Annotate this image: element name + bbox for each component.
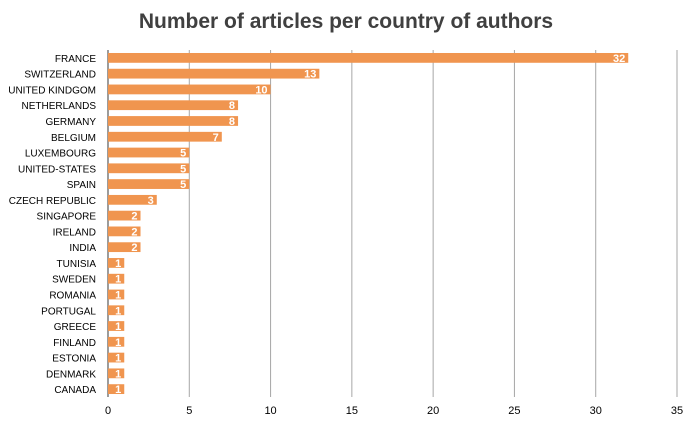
category-label: SWITZERLAND — [24, 70, 96, 81]
x-tick-label: 20 — [427, 405, 439, 417]
category-label: FRANCE — [55, 54, 96, 65]
data-label: 2 — [131, 211, 137, 223]
data-label: 1 — [115, 305, 121, 317]
category-label: NETHERLANDS — [22, 101, 97, 112]
data-label: 5 — [180, 148, 186, 160]
category-label: UNITED KINDGOM — [8, 85, 96, 96]
category-label: INDIA — [69, 243, 96, 254]
bar — [108, 273, 125, 284]
bar — [108, 226, 141, 237]
x-tick-labels: 0 5 10 15 20 25 30 35 — [105, 405, 683, 417]
data-label: 5 — [180, 179, 186, 191]
bar — [108, 52, 629, 63]
x-tick-label: 15 — [346, 405, 358, 417]
data-label: 10 — [255, 84, 267, 96]
category-label: GREECE — [54, 322, 97, 333]
data-label: 1 — [115, 258, 121, 270]
chart-title: Number of articles per country of author… — [139, 10, 553, 33]
data-label: 1 — [115, 274, 121, 286]
data-label: 1 — [115, 321, 121, 333]
bar — [108, 384, 125, 395]
category-label: TUNISIA — [57, 259, 97, 270]
data-label: 32 — [613, 53, 625, 65]
data-label: 8 — [229, 100, 235, 112]
x-tick-label: 10 — [264, 405, 276, 417]
x-tick-label: 0 — [105, 405, 111, 417]
data-label: 1 — [115, 384, 121, 396]
data-label: 8 — [229, 116, 235, 128]
data-label: 13 — [304, 69, 316, 81]
category-labels: FRANCE SWITZERLAND UNITED KINDGOM NETHERLAN… — [8, 54, 96, 396]
category-label: IRELAND — [53, 227, 96, 238]
category-label: GERMANY — [45, 117, 96, 128]
data-label: 1 — [115, 353, 121, 365]
bar — [108, 258, 125, 268]
category-label: LUXEMBOURG — [25, 149, 96, 160]
bar — [108, 84, 271, 95]
bar — [108, 131, 222, 142]
bar — [108, 336, 125, 347]
bar — [108, 100, 239, 111]
bar — [108, 368, 125, 379]
bar — [108, 321, 125, 331]
data-label: 2 — [131, 242, 137, 254]
bar — [108, 68, 320, 79]
bar — [108, 352, 125, 363]
category-label: SINGAPORE — [37, 212, 97, 223]
data-label: 1 — [115, 337, 121, 349]
category-label: UNITED-STATES — [18, 164, 96, 175]
x-tick-label: 35 — [671, 405, 683, 417]
category-label: BELGIUM — [51, 133, 96, 144]
data-label: 1 — [115, 289, 121, 301]
category-label: SPAIN — [67, 180, 96, 191]
bar — [108, 163, 190, 174]
data-label: 3 — [148, 195, 154, 207]
bar — [108, 179, 190, 189]
data-label: 2 — [131, 226, 137, 238]
bar — [108, 116, 239, 126]
category-label: ESTONIA — [52, 354, 96, 365]
category-label: PORTUGAL — [41, 306, 96, 317]
data-label: 7 — [213, 132, 219, 144]
category-label: DENMARK — [46, 369, 96, 380]
data-label: 5 — [180, 163, 186, 175]
x-tick-label: 5 — [186, 405, 192, 417]
bar — [108, 210, 141, 221]
category-label: ROMANIA — [49, 290, 96, 301]
bar — [108, 147, 190, 158]
x-tick-label: 25 — [508, 405, 520, 417]
category-label: CZECH REPUBLIC — [9, 196, 96, 207]
bar — [108, 194, 157, 205]
grid-lines — [107, 50, 678, 397]
bar — [108, 242, 141, 253]
data-label: 1 — [115, 368, 121, 380]
x-tick-label: 30 — [590, 405, 602, 417]
category-label: SWEDEN — [52, 275, 96, 286]
bar — [108, 305, 125, 316]
bar — [108, 289, 125, 300]
category-label: FINLAND — [53, 338, 96, 349]
category-label: CANADA — [54, 385, 96, 396]
